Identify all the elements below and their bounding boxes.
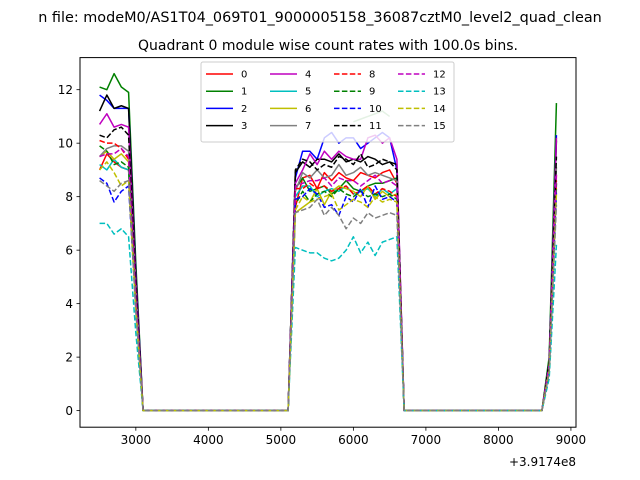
legend-label: 0 bbox=[241, 70, 247, 81]
y-tick-label: 2 bbox=[65, 350, 73, 364]
legend-label: 4 bbox=[305, 70, 311, 81]
series-line-7 bbox=[99, 145, 558, 412]
legend-label: 11 bbox=[369, 121, 382, 132]
y-tick-label: 8 bbox=[65, 190, 73, 204]
x-tick-label: 3000 bbox=[121, 433, 152, 447]
x-tick-label: 4000 bbox=[193, 433, 224, 447]
y-tick-label: 0 bbox=[65, 404, 73, 418]
legend-label: 12 bbox=[433, 70, 446, 81]
legend-label: 10 bbox=[369, 104, 382, 115]
y-tick-label: 12 bbox=[58, 83, 73, 97]
y-tick-label: 10 bbox=[58, 136, 73, 150]
x-tick-label: 5000 bbox=[266, 433, 297, 447]
legend-label: 9 bbox=[369, 87, 375, 98]
series-line-11 bbox=[99, 126, 558, 412]
legend-label: 6 bbox=[305, 104, 311, 115]
y-tick-label: 6 bbox=[65, 243, 73, 257]
legend-label: 5 bbox=[305, 87, 311, 98]
x-tick-label: 6000 bbox=[338, 433, 369, 447]
x-tick-label: 7000 bbox=[411, 433, 442, 447]
x-tick-label: 8000 bbox=[483, 433, 514, 447]
series-layer bbox=[98, 72, 558, 412]
series-line-10 bbox=[99, 177, 558, 412]
legend-label: 3 bbox=[241, 121, 247, 132]
chart-title: Quadrant 0 module wise count rates with … bbox=[138, 38, 518, 54]
legend-label: 1 bbox=[241, 87, 247, 98]
series-line-9 bbox=[99, 145, 558, 412]
series-line-12 bbox=[99, 147, 558, 412]
legend-label: 7 bbox=[305, 121, 311, 132]
legend-label: 15 bbox=[433, 121, 446, 132]
series-line-4 bbox=[98, 113, 558, 412]
legend-box bbox=[200, 61, 455, 143]
series-line-15 bbox=[99, 179, 558, 412]
x-offset-text: +3.9174e8 bbox=[509, 455, 576, 469]
series-line-0 bbox=[98, 153, 558, 412]
x-axis: 3000 4000 5000 6000 7000 8000 9000 bbox=[121, 427, 587, 447]
series-line-13 bbox=[99, 222, 558, 412]
y-tick-label: 4 bbox=[65, 297, 73, 311]
y-axis: 0 2 4 6 8 10 12 bbox=[58, 83, 80, 418]
legend-label: 13 bbox=[433, 87, 446, 98]
legend-label: 14 bbox=[433, 104, 446, 115]
x-tick-label: 9000 bbox=[556, 433, 587, 447]
plot-frame bbox=[79, 57, 577, 428]
figure-suptitle: n file: modeM0/AS1T04_069T01_9000005158_… bbox=[38, 10, 602, 26]
series-line-8 bbox=[99, 139, 558, 412]
legend-label: 8 bbox=[369, 70, 375, 81]
legend-label: 2 bbox=[241, 104, 247, 115]
